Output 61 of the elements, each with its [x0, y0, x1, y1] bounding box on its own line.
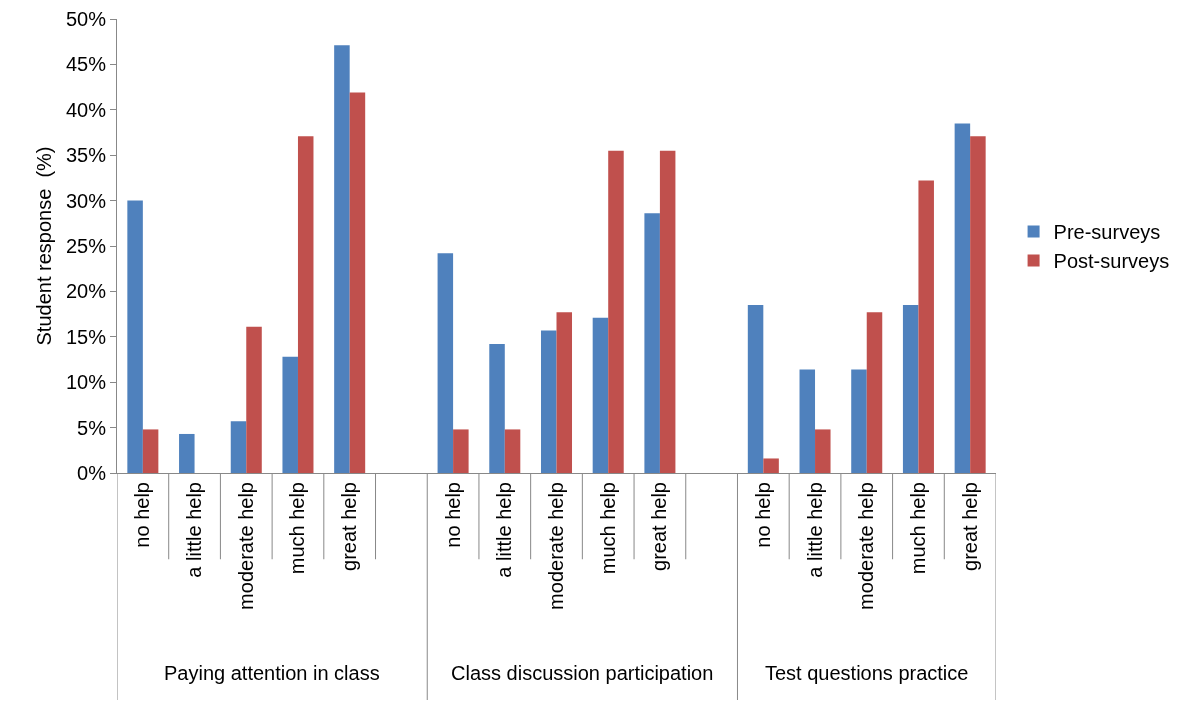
- x-tick-label: moderate help: [545, 482, 567, 610]
- y-tick-label: 30%: [65, 189, 107, 212]
- y-tick-label: 35%: [65, 144, 107, 167]
- bar: [763, 458, 779, 473]
- x-tick-label: much help: [596, 482, 619, 575]
- x-tick-label: no help: [751, 482, 774, 548]
- bar: [127, 200, 143, 473]
- bar: [851, 369, 867, 473]
- x-tick-label: much help: [286, 482, 309, 575]
- bar: [608, 150, 624, 473]
- text: Paying attention in class: [164, 662, 380, 684]
- bar: [297, 136, 314, 473]
- text: Class discussion participation: [451, 662, 714, 684]
- bar: [282, 356, 298, 473]
- y-tick-label: 15%: [65, 325, 107, 348]
- bar: [954, 123, 971, 473]
- x-tick-label: great help: [648, 482, 671, 571]
- bar: [815, 429, 831, 473]
- bar: [142, 429, 159, 473]
- x-tick-label: no help: [441, 482, 464, 548]
- y-tick-label: 45%: [65, 53, 107, 76]
- bar: [747, 305, 764, 473]
- bar: [437, 253, 454, 473]
- y-tick-label: 25%: [65, 235, 107, 257]
- bar: [918, 180, 934, 473]
- bar: [644, 213, 660, 473]
- bar: [592, 317, 609, 473]
- bar: [540, 330, 557, 473]
- x-tick-label: a little help: [183, 482, 206, 578]
- legend-label: Post-surveys: [1053, 250, 1170, 273]
- x-tick-label: a little help: [803, 482, 826, 578]
- x-tick-label: much help: [906, 482, 929, 575]
- bar: [799, 369, 816, 473]
- x-tick-label: no help: [131, 482, 154, 548]
- bar: [866, 312, 883, 473]
- bar: [453, 429, 469, 473]
- bar: [970, 136, 986, 473]
- legend-label: Pre-surveys: [1053, 221, 1161, 244]
- x-tick-label: a little help: [493, 482, 516, 578]
- bar: [349, 92, 366, 473]
- y-axis-title: Student response (%): [33, 146, 56, 346]
- bar: [489, 344, 505, 473]
- x-tick-label: moderate help: [855, 482, 878, 610]
- text: Test questions practice: [765, 662, 969, 684]
- y-tick-label: 50%: [65, 8, 107, 30]
- bar: [246, 326, 262, 473]
- y-tick-label: 5%: [77, 416, 107, 439]
- bar: [659, 150, 676, 473]
- bar: [334, 45, 350, 473]
- x-tick-label: great help: [338, 482, 361, 571]
- bar: [556, 312, 573, 473]
- y-tick-label: 20%: [65, 280, 107, 303]
- bar: [504, 429, 521, 473]
- y-tick-label: 40%: [65, 98, 107, 121]
- bar: [230, 421, 247, 473]
- y-tick-label: 10%: [65, 371, 107, 394]
- bar: [902, 305, 919, 473]
- bar: [179, 433, 195, 473]
- x-tick-label: moderate help: [234, 482, 257, 610]
- y-tick-label: 0%: [77, 462, 107, 484]
- x-tick-label: great help: [958, 482, 981, 571]
